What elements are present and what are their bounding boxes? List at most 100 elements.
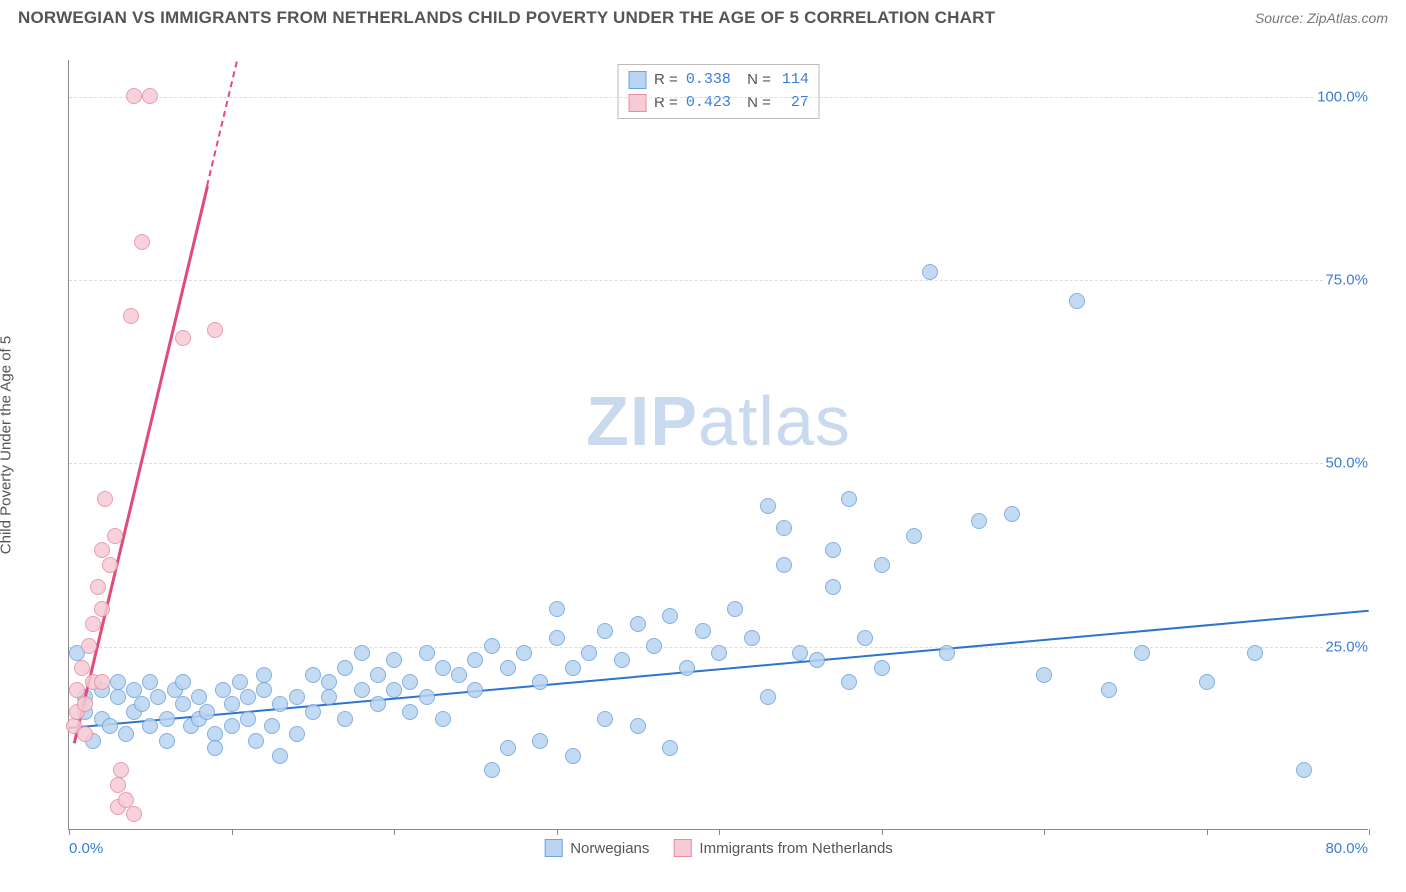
watermark-bold: ZIP (586, 382, 698, 460)
trend-line (73, 186, 209, 744)
data-point (922, 264, 938, 280)
data-point (240, 711, 256, 727)
data-point (484, 638, 500, 654)
data-point (467, 682, 483, 698)
data-point (662, 608, 678, 624)
data-point (256, 682, 272, 698)
data-point (126, 682, 142, 698)
legend-bottom: Norwegians Immigrants from Netherlands (544, 839, 893, 857)
data-point (386, 682, 402, 698)
stat-n-label: N = (739, 69, 771, 92)
data-point (402, 674, 418, 690)
data-point (1004, 506, 1020, 522)
data-point (565, 748, 581, 764)
legend-item: Norwegians (544, 839, 649, 857)
data-point (207, 740, 223, 756)
data-point (419, 645, 435, 661)
data-point (224, 718, 240, 734)
data-point (123, 308, 139, 324)
legend-swatch (544, 839, 562, 857)
data-point (94, 601, 110, 617)
data-point (565, 660, 581, 676)
data-point (825, 579, 841, 595)
data-point (113, 762, 129, 778)
watermark: ZIPatlas (586, 381, 851, 461)
data-point (532, 674, 548, 690)
data-point (77, 726, 93, 742)
data-point (337, 660, 353, 676)
data-point (199, 704, 215, 720)
x-tick-label: 0.0% (69, 840, 103, 857)
legend-stats-row: R = 0.423 N = 27 (628, 92, 809, 115)
data-point (451, 667, 467, 683)
data-point (74, 660, 90, 676)
stat-r-value: 0.423 (686, 92, 731, 115)
data-point (727, 601, 743, 617)
stat-n-value: 27 (779, 92, 809, 115)
data-point (150, 689, 166, 705)
x-tick (232, 829, 233, 835)
data-point (305, 704, 321, 720)
data-point (134, 696, 150, 712)
data-point (825, 542, 841, 558)
data-point (354, 682, 370, 698)
data-point (1069, 293, 1085, 309)
data-point (134, 234, 150, 250)
data-point (435, 711, 451, 727)
gridline-h (69, 280, 1368, 281)
data-point (500, 660, 516, 676)
data-point (102, 557, 118, 573)
data-point (102, 718, 118, 734)
data-point (142, 88, 158, 104)
stat-r-value: 0.338 (686, 69, 731, 92)
data-point (224, 696, 240, 712)
data-point (402, 704, 418, 720)
data-point (419, 689, 435, 705)
data-point (175, 674, 191, 690)
legend-item: Immigrants from Netherlands (673, 839, 892, 857)
data-point (337, 711, 353, 727)
data-point (305, 667, 321, 683)
data-point (1101, 682, 1117, 698)
data-point (581, 645, 597, 661)
legend-stats-box: R = 0.338 N = 114R = 0.423 N = 27 (617, 64, 820, 119)
data-point (207, 726, 223, 742)
data-point (94, 542, 110, 558)
data-point (118, 792, 134, 808)
data-point (118, 726, 134, 742)
data-point (614, 652, 630, 668)
data-point (77, 696, 93, 712)
data-point (370, 667, 386, 683)
data-point (175, 330, 191, 346)
data-point (695, 623, 711, 639)
data-point (81, 638, 97, 654)
data-point (240, 689, 256, 705)
stat-r-label: R = (654, 69, 678, 92)
chart-title: NORWEGIAN VS IMMIGRANTS FROM NETHERLANDS… (18, 8, 995, 28)
data-point (646, 638, 662, 654)
data-point (776, 520, 792, 536)
data-point (484, 762, 500, 778)
data-point (110, 674, 126, 690)
data-point (321, 674, 337, 690)
data-point (662, 740, 678, 756)
data-point (549, 630, 565, 646)
data-point (792, 645, 808, 661)
y-tick-label: 50.0% (1323, 455, 1370, 472)
data-point (760, 689, 776, 705)
x-tick (1207, 829, 1208, 835)
x-tick (1044, 829, 1045, 835)
chart-container: Child Poverty Under the Age of 5 ZIPatla… (18, 40, 1388, 850)
data-point (435, 660, 451, 676)
data-point (107, 528, 123, 544)
data-point (500, 740, 516, 756)
data-point (289, 689, 305, 705)
data-point (321, 689, 337, 705)
data-point (516, 645, 532, 661)
data-point (248, 733, 264, 749)
data-point (597, 623, 613, 639)
data-point (776, 557, 792, 573)
source-label: Source: ZipAtlas.com (1255, 10, 1388, 26)
legend-label: Immigrants from Netherlands (699, 840, 892, 857)
data-point (549, 601, 565, 617)
